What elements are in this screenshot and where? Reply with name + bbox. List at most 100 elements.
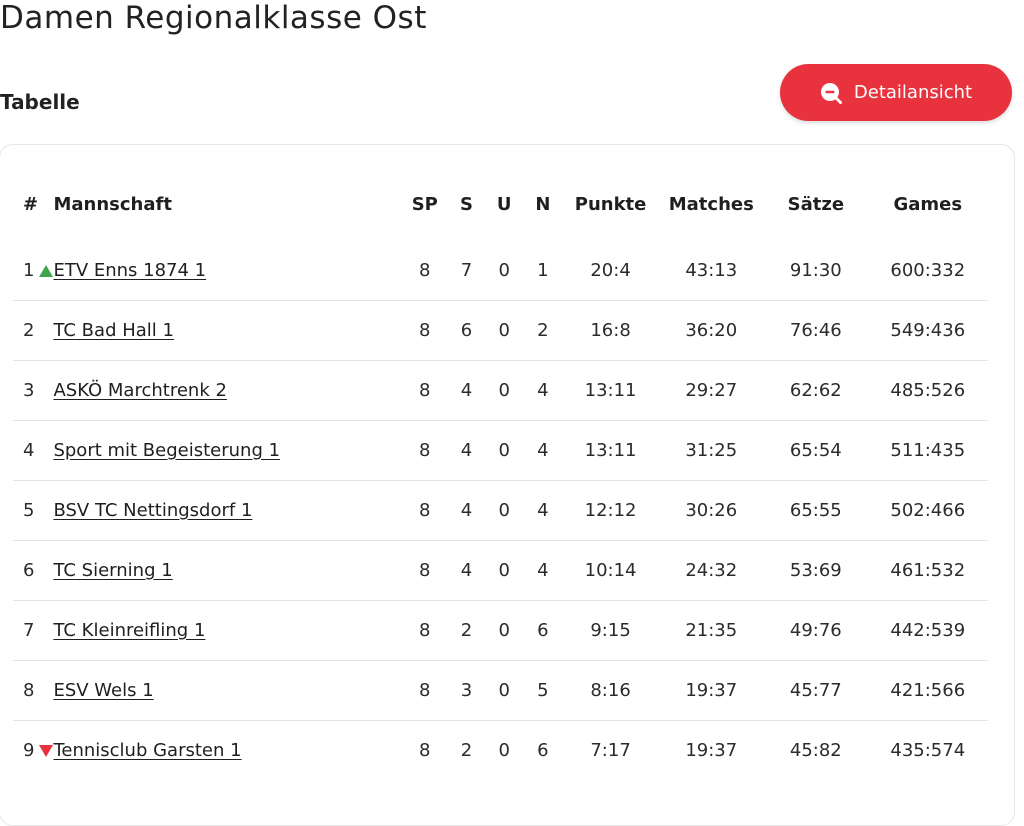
u-cell: 0 [485, 540, 524, 601]
zoom-out-icon [820, 82, 842, 104]
punkte-cell: 13:11 [562, 360, 659, 421]
matches-cell: 19:37 [658, 660, 765, 721]
saetze-cell: 65:54 [764, 420, 868, 481]
punkte-cell: 12:12 [562, 480, 659, 541]
table-row: 3 ASKÖ Marchtrenk 2 8 4 0 4 13:11 29:27 62:62 485… [13, 360, 988, 421]
team-link[interactable]: Sport mit Begeisterung 1 [53, 440, 281, 461]
u-cell: 0 [485, 720, 524, 780]
team-cell: ASKÖ Marchtrenk 2 [53, 360, 402, 421]
n-cell: 4 [523, 540, 563, 601]
games-cell: 442:539 [867, 600, 988, 661]
section-title: Tabelle [0, 90, 80, 114]
saetze-cell: 76:46 [764, 300, 868, 361]
team-cell: TC Bad Hall 1 [53, 300, 402, 361]
games-cell: 421:566 [867, 660, 988, 721]
n-cell: 6 [523, 720, 563, 780]
rank-cell: 9 [13, 720, 54, 780]
team-link[interactable]: TC Sierning 1 [53, 560, 173, 581]
rank-number: 5 [23, 500, 35, 521]
team-link[interactable]: TC Bad Hall 1 [53, 320, 174, 341]
sp-cell: 8 [401, 540, 448, 601]
saetze-cell: 45:77 [764, 660, 868, 721]
u-cell: 0 [485, 300, 524, 361]
saetze-cell: 45:82 [764, 720, 868, 780]
sp-cell: 8 [401, 420, 448, 481]
rank-cell: 8 [13, 660, 54, 721]
punkte-cell: 20:4 [590, 260, 631, 281]
team-link[interactable]: TC Kleinreifling 1 [53, 620, 206, 641]
rank-cell: 1 [13, 241, 54, 301]
n-cell: 4 [523, 420, 563, 481]
rank-number: 3 [23, 380, 35, 401]
rank-cell: 7 [13, 600, 54, 661]
matches-cell: 24:32 [658, 540, 765, 601]
header-rank: # [23, 193, 39, 215]
detail-view-label: Detailansicht [853, 82, 973, 103]
header-u: U [496, 193, 512, 215]
punkte-cell: 9:15 [562, 600, 659, 661]
sp-cell: 8 [419, 260, 431, 281]
table-row: 4 Sport mit Begeisterung 1 8 4 0 4 13:11 31:25 6… [13, 420, 988, 481]
header-n: N [535, 193, 551, 215]
table-row: 7 TC Kleinreifling 1 8 2 0 6 9:15 21:35 49:76 442… [13, 600, 988, 661]
punkte-cell: 7:17 [562, 720, 659, 780]
punkte-cell: 16:8 [562, 300, 659, 361]
n-cell: 4 [523, 360, 563, 421]
s-cell: 6 [447, 300, 486, 361]
matches-cell: 30:26 [658, 480, 765, 541]
games-cell: 502:466 [867, 480, 988, 541]
matches-cell: 43:13 [685, 260, 738, 281]
rank-cell: 2 [13, 300, 54, 361]
s-cell: 4 [447, 540, 486, 601]
team-cell: Tennisclub Garsten 1 [53, 720, 402, 780]
games-cell: 600:332 [890, 260, 966, 281]
header-matches: Matches [668, 193, 754, 215]
n-cell: 6 [523, 600, 563, 661]
team-cell: TC Kleinreifling 1 [53, 600, 402, 661]
rank-cell: 4 [13, 420, 54, 481]
header-punkte: Punkte [574, 193, 647, 215]
punkte-cell: 8:16 [562, 660, 659, 721]
header-team: Mannschaft [53, 193, 172, 215]
u-cell: 0 [485, 480, 524, 541]
n-cell: 4 [523, 480, 563, 541]
u-cell: 0 [498, 260, 510, 281]
n-cell: 5 [523, 660, 563, 721]
promotion-arrow-up-icon [39, 264, 54, 277]
standings-table: # Mannschaft SP S U N Punkte Matches Sät… [13, 167, 988, 780]
saetze-cell: 65:55 [764, 480, 868, 541]
team-link[interactable]: ASKÖ Marchtrenk 2 [53, 380, 227, 401]
saetze-cell: 49:76 [764, 600, 868, 661]
s-cell: 3 [447, 660, 486, 721]
table-row: 1 ETV Enns 1874 1 8 7 0 1 20:4 43:13 91:30 600:33… [13, 241, 988, 301]
punkte-cell: 10:14 [562, 540, 659, 601]
u-cell: 0 [485, 600, 524, 661]
s-cell: 7 [460, 260, 473, 281]
rank-number: 2 [23, 320, 35, 341]
matches-cell: 36:20 [658, 300, 765, 361]
matches-cell: 19:37 [658, 720, 765, 780]
team-link[interactable]: BSV TC Nettingsdorf 1 [53, 500, 253, 521]
games-cell: 549:436 [867, 300, 988, 361]
sp-cell: 8 [401, 300, 448, 361]
rank-number: 6 [23, 560, 35, 581]
table-row: 9 Tennisclub Garsten 1 8 2 0 6 7:17 19:37 45:82 4… [13, 720, 988, 780]
n-cell: 1 [537, 260, 549, 281]
matches-cell: 29:27 [658, 360, 765, 421]
team-link[interactable]: ESV Wels 1 [53, 680, 154, 701]
team-link[interactable]: ETV Enns 1874 1 [53, 260, 207, 281]
u-cell: 0 [485, 420, 524, 481]
sp-cell: 8 [401, 720, 448, 780]
team-cell: ESV Wels 1 [53, 660, 402, 721]
team-link[interactable]: Tennisclub Garsten 1 [53, 740, 242, 761]
rank-number: 9 [23, 740, 35, 761]
saetze-cell: 62:62 [764, 360, 868, 421]
s-cell: 2 [447, 600, 486, 661]
table-row: 6 TC Sierning 1 8 4 0 4 10:14 24:32 53:69 461:532 [13, 540, 988, 601]
games-cell: 485:526 [867, 360, 988, 421]
u-cell: 0 [485, 360, 524, 421]
sp-cell: 8 [401, 480, 448, 541]
header-s: S [460, 193, 473, 215]
rank-number: 8 [23, 680, 35, 701]
detail-view-button[interactable]: Detailansicht [780, 64, 1012, 121]
